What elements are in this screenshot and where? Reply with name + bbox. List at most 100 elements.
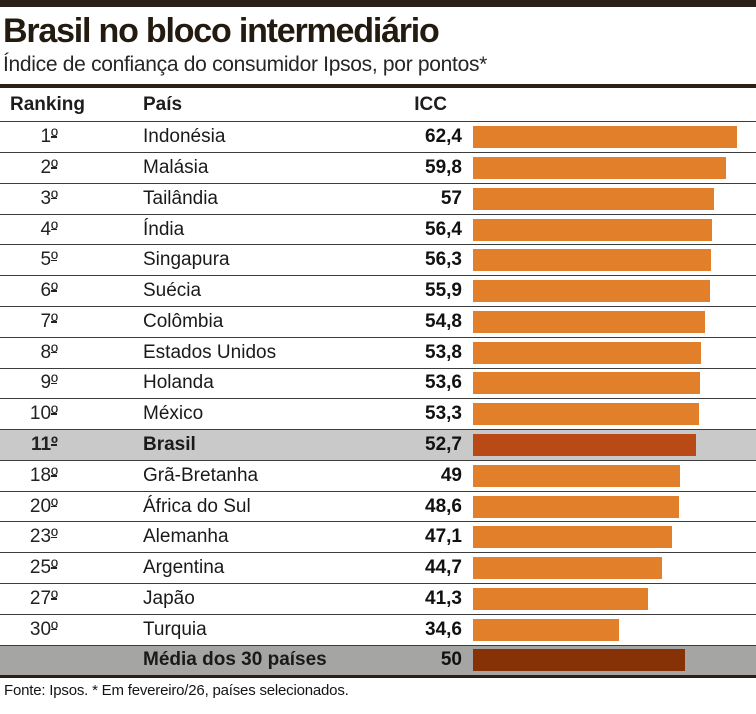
value-bar (473, 649, 685, 672)
rank-cell: 6º (40, 280, 58, 302)
rank-cell: 3º (40, 187, 58, 209)
chart-header: Brasil no bloco intermediário Índice de … (0, 7, 756, 77)
ordinal-indicator: º (51, 126, 58, 148)
value-bar (473, 280, 710, 303)
ordinal-indicator: º (51, 403, 58, 425)
ordinal-indicator: º (51, 341, 58, 363)
country-cell: Malásia (143, 156, 209, 178)
bar-cell (462, 464, 756, 487)
icc-value-cell: 50 (440, 649, 462, 671)
value-bar (473, 557, 662, 580)
table-row: 10º México 53,3 (0, 399, 756, 431)
ordinal-indicator: º (51, 310, 58, 332)
table-row: 1º Indonésia 62,4 (0, 122, 756, 154)
country-cell: Suécia (143, 280, 202, 302)
rank-cell: 10º (29, 403, 58, 425)
ordinal-indicator: º (51, 557, 58, 579)
icc-value-cell: 48,6 (425, 495, 462, 517)
rank-cell: 23º (29, 526, 58, 548)
ordinal-indicator: º (51, 587, 58, 609)
table-row: 6º Suécia 55,9 (0, 276, 756, 307)
country-cell: África do Sul (143, 495, 251, 517)
value-bar (473, 126, 737, 149)
ordinal-indicator: º (51, 372, 58, 394)
icc-value-cell: 55,9 (425, 280, 462, 302)
country-cell: Brasil (143, 433, 196, 455)
table-header: Ranking País ICC (0, 88, 756, 123)
value-bar (473, 249, 711, 272)
column-header-icc: ICC (414, 93, 447, 115)
icc-value-cell: 41,3 (425, 587, 462, 609)
ordinal-indicator: º (51, 218, 58, 240)
page-title: Brasil no bloco intermediário (3, 12, 440, 50)
country-cell: México (143, 403, 204, 425)
rank-cell: 9º (40, 372, 58, 394)
value-bar (473, 156, 726, 179)
value-bar (473, 526, 672, 549)
bar-cell (462, 187, 756, 210)
table-row: 20º África do Sul 48,6 (0, 492, 756, 523)
bar-cell (462, 218, 756, 241)
rank-cell: 30º (29, 618, 58, 640)
header-rule (0, 84, 756, 89)
country-cell: Singapura (143, 249, 230, 271)
bar-cell (462, 495, 756, 518)
column-header-ranking: Ranking (10, 93, 85, 115)
country-cell: Indonésia (143, 126, 226, 148)
bar-cell (462, 310, 756, 333)
icc-value-cell: 59,8 (425, 156, 462, 178)
value-bar (473, 495, 679, 518)
country-cell: Índia (143, 218, 185, 240)
icc-value-cell: 44,7 (425, 557, 462, 579)
rank-cell: 18º (29, 464, 58, 486)
ordinal-indicator: º (51, 187, 58, 209)
rank-cell: 27º (29, 587, 58, 609)
country-cell: Alemanha (143, 526, 229, 548)
value-bar (473, 341, 701, 364)
icc-value-cell: 54,8 (425, 310, 462, 332)
icc-value-cell: 49 (440, 464, 462, 486)
table-body: 1º Indonésia 62,4 2º Malásia 59,8 3º Tailândia 5… (0, 122, 756, 679)
bar-cell (462, 126, 756, 149)
bar-cell (462, 618, 756, 641)
ordinal-indicator: º (51, 156, 58, 178)
icc-value-cell: 34,6 (425, 618, 462, 640)
ordinal-indicator: º (51, 249, 58, 271)
table-row: 27º Japão 41,3 (0, 584, 756, 615)
icc-value-cell: 62,4 (425, 126, 462, 148)
table-row: 8º Estados Unidos 53,8 (0, 338, 756, 369)
value-bar (473, 618, 619, 641)
table-row: 4º Índia 56,4 (0, 215, 756, 246)
country-cell: Japão (143, 587, 195, 609)
source-note: Fonte: Ipsos. * Em fevereiro/26, países … (4, 682, 349, 700)
table-row: 7º Colômbia 54,8 (0, 307, 756, 338)
value-bar (473, 403, 699, 426)
icc-value-cell: 53,8 (425, 341, 462, 363)
table-row: 5º Singapura 56,3 (0, 245, 756, 277)
value-bar (473, 372, 700, 395)
column-header-pais: País (143, 93, 183, 115)
icc-value-cell: 57 (440, 187, 462, 209)
table-row: 23º Alemanha 47,1 (0, 522, 756, 554)
rank-cell: 11º (30, 433, 58, 455)
bar-cell (462, 587, 756, 610)
ordinal-indicator: º (51, 280, 58, 302)
table-row: 11º Brasil 52,7 (0, 430, 756, 461)
icc-value-cell: 53,6 (425, 372, 462, 394)
bar-cell (462, 249, 756, 272)
bar-cell (462, 403, 756, 426)
country-cell: Estados Unidos (143, 341, 277, 363)
rank-cell: 25º (29, 557, 58, 579)
table-row: 25º Argentina 44,7 (0, 553, 756, 584)
bar-cell (462, 372, 756, 395)
ordinal-indicator: º (51, 495, 58, 517)
top-accent-strip (0, 0, 756, 7)
ordinal-indicator: º (51, 526, 58, 548)
rank-cell: 20º (29, 495, 58, 517)
rank-cell: 8º (40, 341, 58, 363)
table-row: Média dos 30 países 50 (0, 645, 756, 679)
page-subtitle: Índice de confiança do consumidor Ipsos,… (3, 53, 488, 77)
icc-value-cell: 47,1 (425, 526, 462, 548)
country-cell: Argentina (143, 557, 225, 579)
table-row: 9º Holanda 53,6 (0, 369, 756, 400)
